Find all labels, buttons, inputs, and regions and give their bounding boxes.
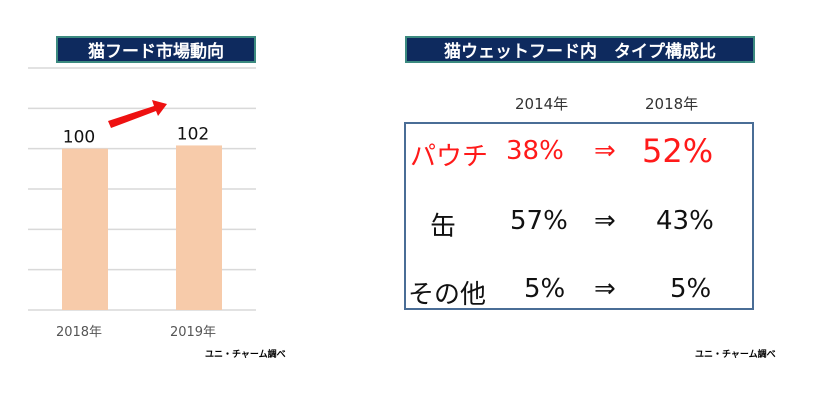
- x-tick-label: 2018年: [56, 325, 102, 340]
- arrow-icon: ⇒: [594, 136, 616, 166]
- bar-2019年: [176, 145, 222, 310]
- header-2014: 2014年: [515, 95, 569, 113]
- row-label: 缶: [430, 212, 457, 242]
- row-label: パウチ: [410, 142, 489, 172]
- wet-food-type-title: 猫ウェットフード内 タイプ構成比: [405, 36, 755, 63]
- market-bar-chart: 100 2018年 102 2019年: [28, 67, 256, 340]
- value-2014: 57%: [510, 206, 568, 236]
- increase-arrow-icon: [108, 100, 167, 128]
- data-label: 100: [63, 128, 95, 148]
- arrow-icon: ⇒: [594, 274, 616, 304]
- row-label: その他: [408, 280, 487, 310]
- data-label: 102: [177, 124, 209, 144]
- market-trend-title: 猫フード市場動向: [56, 36, 256, 63]
- left-source-note: ユニ・チャーム調べ: [205, 350, 286, 360]
- bar-2018年: [62, 148, 108, 310]
- x-tick-label: 2019年: [170, 325, 216, 340]
- header-2018: 2018年: [645, 95, 699, 113]
- value-2018: 52%: [642, 132, 714, 170]
- value-2018: 43%: [656, 206, 714, 236]
- value-2018: 5%: [670, 274, 712, 304]
- right-source-note: ユニ・チャーム調べ: [695, 350, 776, 360]
- value-2014: 38%: [506, 136, 564, 166]
- value-2014: 5%: [524, 274, 566, 304]
- arrow-icon: ⇒: [594, 206, 616, 236]
- type-composition-table: パウチ 38% ⇒ 52% 缶 57% ⇒ 43% その他 5% ⇒ 5%: [404, 122, 754, 310]
